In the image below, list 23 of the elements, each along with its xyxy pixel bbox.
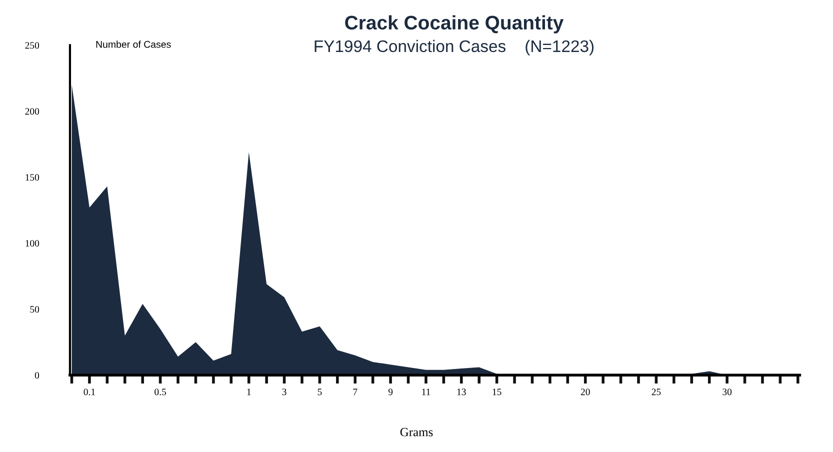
y-tick-label: 200 — [25, 108, 40, 115]
y-tick-label: 0 — [34, 372, 40, 379]
x-tick-label: 9 — [388, 388, 393, 396]
y-axis-title: Number of Cases — [96, 40, 171, 48]
y-tick-label: 150 — [26, 174, 40, 181]
y-tick-label: 100 — [26, 240, 40, 247]
y-tick-label: 250 — [25, 42, 40, 49]
x-tick-label: 1 — [247, 388, 251, 396]
chart-subtitle: FY1994 Conviction Cases (N=1223) — [314, 40, 594, 56]
x-tick-label: 25 — [652, 388, 661, 396]
x-tick-label: 13 — [457, 388, 466, 396]
x-tick-label: 0.5 — [154, 388, 166, 396]
x-tick-label: 5 — [318, 388, 322, 396]
x-tick-label: 11 — [422, 388, 430, 396]
x-tick-label: 20 — [580, 388, 590, 396]
x-tick-label: 30 — [722, 388, 732, 396]
chart-title: Crack Cocaine Quantity — [345, 15, 564, 34]
x-tick-label: 7 — [353, 388, 358, 396]
x-axis-title: Grams — [400, 428, 433, 436]
x-tick-label: 3 — [282, 388, 286, 396]
x-tick-label: 0.1 — [84, 388, 95, 396]
y-tick-label: 50 — [30, 306, 40, 313]
x-tick-label: 15 — [492, 388, 502, 396]
